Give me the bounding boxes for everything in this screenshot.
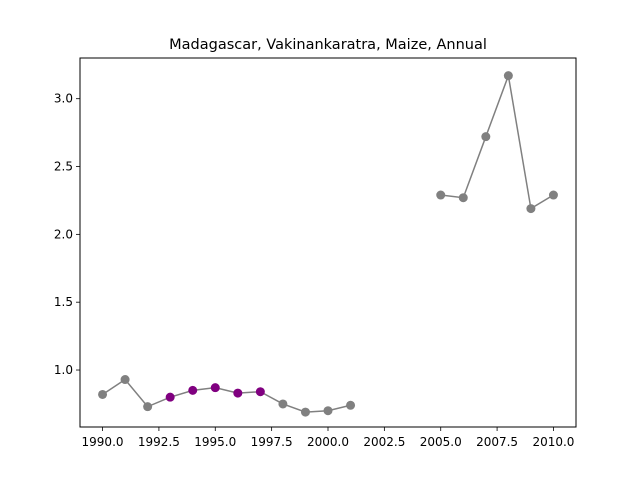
data-point-1993 bbox=[165, 392, 175, 402]
data-point-2000 bbox=[323, 406, 333, 416]
chart-title: Madagascar, Vakinankaratra, Maize, Annua… bbox=[169, 37, 487, 53]
x-tick-label: 1997.5 bbox=[251, 435, 293, 449]
y-tick-label: 1.5 bbox=[54, 295, 73, 309]
data-point-1997 bbox=[255, 387, 265, 397]
x-tick-label: 2000.0 bbox=[307, 435, 349, 449]
x-tick-label: 2002.5 bbox=[363, 435, 405, 449]
data-point-2008 bbox=[503, 71, 513, 81]
series-points bbox=[98, 71, 558, 417]
data-point-2006 bbox=[458, 193, 468, 203]
data-point-1994 bbox=[188, 385, 198, 395]
data-point-1992 bbox=[143, 402, 153, 412]
y-tick-label: 2.5 bbox=[54, 160, 73, 174]
plot-area bbox=[80, 58, 576, 427]
x-axis: 1990.0 1992.5 1995.0 1997.5 2000.0 2002.5 2005… bbox=[82, 427, 574, 449]
data-point-1998 bbox=[278, 399, 288, 409]
y-tick-label: 2.0 bbox=[54, 227, 73, 241]
y-tick-label: 3.0 bbox=[54, 92, 73, 106]
data-point-2001 bbox=[346, 400, 356, 410]
data-point-2009 bbox=[526, 204, 536, 214]
data-point-2007 bbox=[481, 132, 491, 142]
data-point-2005 bbox=[436, 190, 446, 200]
y-axis: 1.0 1.5 2.0 2.5 3.0 bbox=[54, 92, 80, 377]
data-point-2010 bbox=[548, 190, 558, 200]
x-tick-label: 2010.0 bbox=[532, 435, 574, 449]
x-tick-label: 1990.0 bbox=[82, 435, 124, 449]
x-tick-label: 2005.0 bbox=[420, 435, 462, 449]
data-point-1995 bbox=[210, 383, 220, 393]
data-point-1996 bbox=[233, 388, 243, 398]
data-point-1991 bbox=[120, 375, 130, 385]
x-tick-label: 1995.0 bbox=[194, 435, 236, 449]
x-tick-label: 1992.5 bbox=[138, 435, 180, 449]
data-point-1990 bbox=[98, 389, 108, 399]
x-tick-label: 2007.5 bbox=[476, 435, 518, 449]
y-tick-label: 1.0 bbox=[54, 363, 73, 377]
data-point-1999 bbox=[300, 407, 310, 417]
